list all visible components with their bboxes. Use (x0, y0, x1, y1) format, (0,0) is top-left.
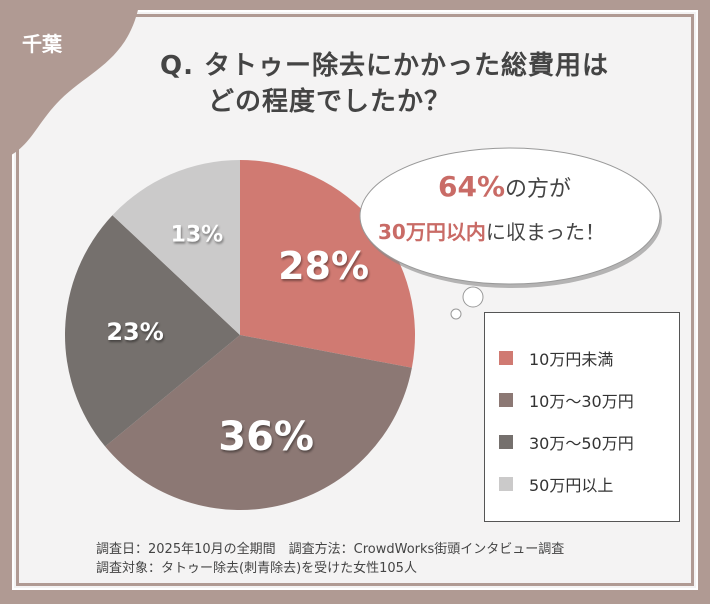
legend-swatch (499, 351, 513, 365)
page-title: Q. タトゥー除去にかかった総費用はどの程度でしたか？ (160, 48, 609, 120)
pie-slice-1 (105, 335, 412, 511)
legend-label: 10万～30万円 (529, 392, 634, 411)
legend-swatch (499, 435, 513, 449)
pie-label-3: 13% (170, 222, 224, 248)
legend-swatch (499, 477, 513, 491)
pie-slice-0 (240, 160, 415, 368)
pie-slice-2 (65, 215, 240, 447)
pie-label-0: 28% (278, 243, 370, 288)
legend-item: 10万円未満 (499, 337, 679, 379)
region-badge-shape (0, 0, 140, 160)
callout-line1: 64%の方が (438, 170, 572, 203)
legend: 10万円未満 10万～30万円 30万～50万円 50万円以上 (484, 312, 680, 522)
footer-note: 調査日：2025年10月の全期間 調査方法：CrowdWorks街頭インタビュー… (96, 540, 564, 578)
legend-item: 50万円以上 (499, 463, 679, 505)
footer-line2: 調査対象：タトゥー除去(刺青除去)を受けた女性105人 (96, 561, 417, 576)
pie-label-1: 36% (218, 413, 314, 460)
legend-item: 10万～30万円 (499, 379, 679, 421)
legend-label: 10万円未満 (529, 350, 614, 369)
footer-line1: 調査日：2025年10月の全期間 調査方法：CrowdWorks街頭インタビュー… (96, 542, 565, 557)
pie-label-2: 23% (106, 317, 164, 346)
legend-swatch (499, 393, 513, 407)
pie-slice-3 (112, 160, 240, 335)
callout-line2: 30万円以内に収まった！ (378, 220, 606, 244)
legend-label: 50万円以上 (529, 476, 614, 495)
region-badge: 千葉 (22, 32, 62, 56)
title-line1: Q. タトゥー除去にかかった総費用は (160, 51, 610, 81)
legend-label: 30万～50万円 (529, 434, 634, 453)
legend-item: 30万～50万円 (499, 421, 679, 463)
title-line2: どの程度でしたか？ (208, 87, 452, 117)
